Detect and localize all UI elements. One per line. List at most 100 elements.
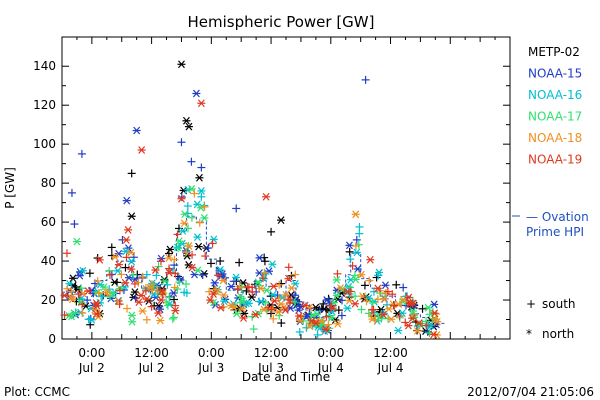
marker-star	[75, 271, 84, 280]
marker-star-d2	[111, 252, 119, 261]
marker-star-d2	[61, 291, 69, 300]
marker-star-d2	[123, 196, 131, 205]
marker-star-d2	[93, 301, 101, 310]
marker-plus	[67, 287, 76, 296]
marker-star	[154, 309, 163, 317]
marker-star	[255, 253, 264, 262]
marker-plus	[67, 188, 76, 197]
x-tick-time: 12:00	[254, 346, 289, 360]
marker-star	[389, 300, 398, 309]
marker-plus	[127, 169, 136, 178]
marker-star	[209, 235, 218, 244]
y-axis: 0 20 40 60 80 100 120 140	[33, 59, 510, 346]
marker-star-d2	[219, 276, 227, 285]
marker-plus	[197, 163, 206, 172]
marker-star-d2	[73, 237, 81, 246]
marker-star-d2	[394, 326, 402, 335]
marker-star	[130, 288, 139, 296]
marker-star-d2	[260, 274, 268, 283]
marker-star	[332, 291, 341, 300]
marker-plus	[206, 259, 215, 268]
marker-star	[373, 284, 382, 293]
marker-star-d2	[322, 325, 330, 334]
marker-star	[84, 287, 93, 296]
marker-plus	[70, 220, 79, 229]
marker-plus	[93, 277, 102, 286]
marker-star-d2	[124, 225, 132, 234]
marker-plus	[260, 268, 269, 277]
marker-star	[193, 233, 202, 241]
y-axis-label: P [GW]	[3, 167, 17, 209]
marker-star	[247, 293, 256, 301]
marker-star-d2	[288, 284, 296, 292]
marker-star	[177, 60, 186, 69]
marker-plus	[348, 261, 357, 270]
marker-star-d2	[431, 309, 439, 318]
marker-star	[429, 330, 438, 339]
x-axis-label: Date and Time	[242, 370, 330, 384]
marker-star	[102, 288, 111, 297]
marker-star	[68, 274, 77, 283]
marker-star-d2	[115, 249, 123, 258]
marker-star	[305, 322, 314, 330]
marker-star	[327, 313, 336, 322]
marker-star-d2	[128, 212, 136, 221]
marker-plus	[214, 271, 223, 280]
marker-plus	[390, 301, 399, 310]
marker-star-d2	[122, 247, 130, 256]
marker-star-d2	[254, 278, 262, 287]
marker-star-d2	[139, 307, 147, 315]
marker-star	[328, 304, 337, 313]
plot-frame	[61, 36, 511, 340]
marker-star	[164, 254, 173, 262]
marker-plus	[105, 270, 114, 279]
marker-plus	[190, 189, 199, 198]
marker-star	[287, 284, 296, 292]
marker-star-d2	[352, 275, 360, 284]
marker-plus	[248, 287, 257, 296]
marker-star-d2	[157, 296, 165, 304]
marker-plus	[170, 255, 179, 264]
marker-plus	[156, 257, 165, 266]
marker-star	[244, 299, 253, 308]
footer-timestamp: 2012/07/04 21:05:06	[467, 385, 594, 399]
marker-star-d2	[200, 269, 208, 278]
marker-plus	[175, 278, 184, 287]
marker-star	[321, 325, 330, 334]
marker-star-d2	[200, 214, 208, 222]
marker-star	[345, 241, 354, 250]
marker-plus	[233, 285, 242, 294]
marker-plus	[171, 269, 180, 278]
marker-star-d2	[233, 309, 241, 318]
marker-plus	[117, 270, 126, 279]
marker-plus	[62, 249, 71, 258]
marker-star	[311, 319, 320, 328]
marker-star	[171, 306, 180, 315]
marker-star	[184, 242, 193, 250]
marker-star-d2	[165, 254, 173, 262]
marker-plus	[324, 320, 333, 329]
marker-star-d2	[405, 293, 413, 302]
y-tick-label: 120	[33, 98, 56, 112]
marker-plus	[261, 298, 270, 307]
marker-plus	[184, 224, 193, 233]
marker-plus	[346, 255, 355, 264]
marker-star	[156, 305, 165, 314]
marker-star	[408, 314, 417, 323]
marker-star	[175, 237, 184, 246]
x-tick-date: Jul 4	[377, 361, 404, 375]
marker-star-d2	[333, 275, 341, 284]
marker-star	[90, 305, 99, 314]
marker-star	[277, 216, 286, 225]
marker-plus	[418, 304, 427, 313]
marker-star-d2	[74, 285, 82, 294]
marker-star-d2	[103, 288, 111, 297]
marker-star	[262, 192, 271, 201]
marker-star-d2	[128, 311, 136, 320]
legend-entry: NOAA-18	[528, 131, 582, 145]
marker-plus	[187, 157, 196, 166]
marker-plus	[277, 279, 286, 288]
plot-border	[61, 36, 511, 340]
marker-star	[197, 187, 206, 195]
marker-star	[200, 269, 209, 278]
